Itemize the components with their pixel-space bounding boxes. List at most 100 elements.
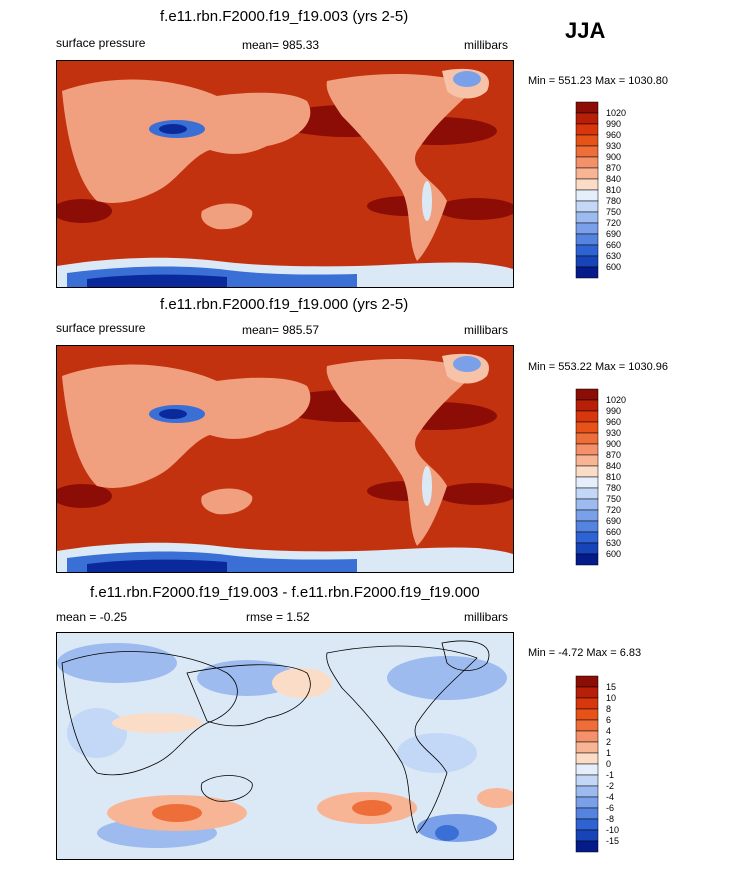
colorbar-2-swatch <box>575 542 599 555</box>
colorbar-3-swatch <box>575 675 599 688</box>
panel-1-low-andes <box>422 181 432 221</box>
colorbar-2-swatch <box>575 399 599 412</box>
panel-2-low-greenland <box>453 356 481 372</box>
colorbar-2-swatch <box>575 553 599 566</box>
colorbar-3-tick-label: -8 <box>606 814 614 824</box>
panel-2-title: f.e11.rbn.F2000.f19_f19.000 (yrs 2-5) <box>160 296 409 313</box>
panel-1-colorbar: 1020 990 960 930 900 870 840 810 780 750 720 690 660… <box>575 101 636 284</box>
colorbar-3-swatch <box>575 741 599 754</box>
panel-1-antarctica-core <box>87 274 227 287</box>
colorbar-2-tick-label: 780 <box>606 483 621 493</box>
colorbar-3-swatch <box>575 796 599 809</box>
colorbar-1-swatch <box>575 101 599 114</box>
panel-2-antarctica-core <box>87 559 227 572</box>
colorbar-3-swatch <box>575 686 599 699</box>
panel-2-low-andes <box>422 466 432 506</box>
panel-1-high-indian <box>57 199 112 223</box>
colorbar-3-tick-label: 0 <box>606 759 611 769</box>
panel-3-minmax: Min = -4.72 Max = 6.83 <box>528 647 642 659</box>
colorbar-2-swatch <box>575 465 599 478</box>
colorbar-2-tick-label: 810 <box>606 472 621 482</box>
colorbar-2-swatch <box>575 476 599 489</box>
panel-3-pos-south-indian-core <box>152 804 202 822</box>
colorbar-2-tick-label: 960 <box>606 417 621 427</box>
panel-3-title: f.e11.rbn.F2000.f19_f19.003 - f.e11.rbn.… <box>90 584 480 601</box>
colorbar-3-swatch <box>575 818 599 831</box>
colorbar-2-swatch <box>575 498 599 511</box>
colorbar-1-swatch <box>575 189 599 202</box>
colorbar-2-tick-label: 690 <box>606 516 621 526</box>
panel-1-high-south-atlantic <box>437 198 513 220</box>
colorbar-1-tick-label: 960 <box>606 130 621 140</box>
colorbar-2-tick-label: 870 <box>606 450 621 460</box>
colorbar-2-swatch <box>575 520 599 533</box>
colorbar-2-tick-label: 930 <box>606 428 621 438</box>
panel-1-variable-label: surface pressure <box>56 36 146 50</box>
colorbar-3-swatch <box>575 708 599 721</box>
panel-2-variable-label: surface pressure <box>56 321 146 335</box>
panel-3-neg-asia <box>197 660 297 696</box>
panel-3-neg-europe <box>57 643 177 683</box>
colorbar-1-tick-label: 690 <box>606 229 621 239</box>
colorbar-1-swatch <box>575 112 599 125</box>
colorbar-3-tick-label: -15 <box>606 836 619 846</box>
colorbar-2-tick-label: 630 <box>606 538 621 548</box>
colorbar-2-swatch <box>575 388 599 401</box>
colorbar-2-tick-label: 660 <box>606 527 621 537</box>
panel-2-land-americas <box>326 359 477 546</box>
panel-1-land-asia <box>187 92 311 154</box>
colorbar-2-swatch <box>575 454 599 467</box>
colorbar-1-swatch <box>575 167 599 180</box>
panel-1-low-greenland <box>453 71 481 87</box>
colorbar-2-swatch <box>575 443 599 456</box>
panel-2-high-south-atlantic <box>437 483 513 505</box>
colorbar-1-swatch <box>575 255 599 268</box>
panel-3-coastline-asia <box>186 664 311 727</box>
colorbar-3-swatch <box>575 719 599 732</box>
colorbar-3-tick-label: -1 <box>606 770 614 780</box>
colorbar-1-tick-label: 870 <box>606 163 621 173</box>
panel-3-coastline-africa-eurasia <box>61 651 238 776</box>
panel-3-coastline-greenland <box>441 640 490 671</box>
colorbar-2-swatch <box>575 421 599 434</box>
colorbar-3-swatch <box>575 752 599 765</box>
colorbar-3-swatch <box>575 785 599 798</box>
panel-3-colorbar: 15 10 8 6 4 2 1 0 -1 -2 -4 -6 -8 -10 -15 <box>575 675 636 858</box>
panel-3-neg-north-america <box>387 656 507 700</box>
colorbar-3-tick-label: 6 <box>606 715 611 725</box>
panel-2-land-asia <box>187 377 311 439</box>
panel-3-rmse-label: rmse = 1.52 <box>246 610 310 624</box>
panel-1-map <box>56 60 514 288</box>
panel-2-land-australia <box>201 488 253 515</box>
colorbar-3-swatch <box>575 807 599 820</box>
panel-1-colorbar-svg: 1020990960930900870840810780750720690660… <box>575 101 626 279</box>
colorbar-1-tick-label: 660 <box>606 240 621 250</box>
panel-3-neg-south-america <box>397 733 477 773</box>
colorbar-2-swatch <box>575 410 599 423</box>
colorbar-3-swatch <box>575 774 599 787</box>
colorbar-3-swatch <box>575 840 599 853</box>
colorbar-2-tick-label: 600 <box>606 549 621 559</box>
colorbar-3-swatch <box>575 730 599 743</box>
colorbar-2-tick-label: 1020 <box>606 395 626 405</box>
colorbar-1-tick-label: 780 <box>606 196 621 206</box>
colorbar-3-swatch <box>575 763 599 776</box>
colorbar-3-tick-label: 4 <box>606 726 611 736</box>
colorbar-1-tick-label: 1020 <box>606 108 626 118</box>
colorbar-1-swatch <box>575 200 599 213</box>
colorbar-2-tick-label: 840 <box>606 461 621 471</box>
panel-2-mean-label: mean= 985.57 <box>242 323 320 337</box>
colorbar-1-swatch <box>575 145 599 158</box>
colorbar-2-swatch <box>575 487 599 500</box>
colorbar-1-tick-label: 930 <box>606 141 621 151</box>
colorbar-2-tick-label: 990 <box>606 406 621 416</box>
panel-1-minmax: Min = 551.23 Max = 1030.80 <box>528 75 669 87</box>
colorbar-2-swatch <box>575 432 599 445</box>
colorbar-1-tick-label: 720 <box>606 218 621 228</box>
panel-2-low-tibet-core <box>159 409 187 419</box>
panel-2-colorbar-svg: 1020990960930900870840810780750720690660… <box>575 388 626 566</box>
panel-2-high-indian <box>57 484 112 508</box>
panel-3-neg-indian <box>67 708 127 758</box>
colorbar-1-swatch <box>575 123 599 136</box>
